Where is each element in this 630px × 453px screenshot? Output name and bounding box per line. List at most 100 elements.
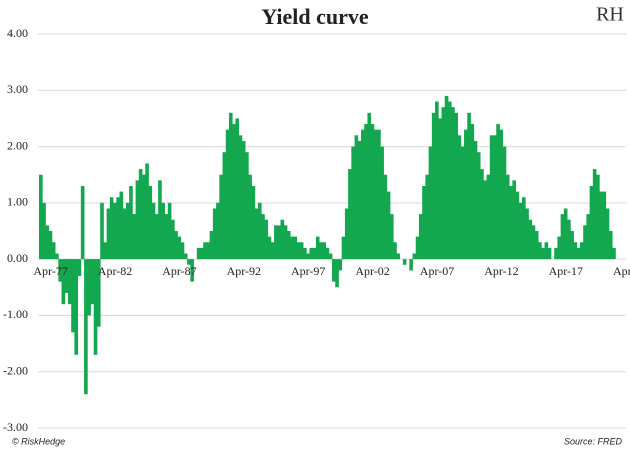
footer-left: © RiskHedge [12, 436, 65, 446]
bar [402, 259, 407, 265]
bar [576, 247, 581, 260]
bar [55, 253, 59, 260]
bar [64, 259, 69, 293]
bar [216, 202, 220, 260]
bar [599, 191, 603, 260]
bar [431, 112, 436, 260]
bar [84, 259, 88, 395]
bar [148, 185, 153, 260]
bar [608, 231, 613, 260]
bar [77, 259, 82, 277]
bar [177, 236, 182, 260]
bar [589, 185, 594, 260]
bar [161, 202, 165, 260]
y-tick-label: 0.00 [7, 251, 28, 265]
bar [293, 236, 297, 260]
bar [538, 242, 542, 260]
bar [129, 185, 133, 260]
bar [341, 236, 346, 260]
bar [87, 259, 91, 316]
bar [464, 129, 468, 260]
bar [206, 242, 211, 260]
bar [338, 259, 343, 271]
bar [422, 185, 426, 260]
bar [171, 219, 175, 260]
bar [322, 242, 326, 260]
bar [522, 197, 526, 260]
bar [579, 242, 584, 260]
bar [232, 124, 236, 260]
bar [373, 129, 378, 260]
bar [596, 174, 600, 260]
x-tick-label: Apr-02 [355, 264, 389, 278]
bar [51, 242, 56, 260]
y-tick-label: -2.00 [3, 363, 28, 377]
bar [277, 225, 281, 260]
bar [328, 253, 333, 260]
bar [248, 174, 252, 260]
bar [164, 214, 169, 260]
bar [187, 259, 191, 265]
bar [583, 225, 587, 260]
bar [142, 174, 146, 260]
bar [451, 107, 455, 260]
bar [39, 174, 43, 260]
bar [393, 242, 397, 260]
bar [528, 219, 533, 260]
bar [586, 214, 591, 260]
bar [348, 169, 352, 260]
bar [357, 140, 362, 260]
bar [235, 118, 240, 260]
bar [454, 112, 458, 260]
bar [515, 191, 520, 260]
x-tick-label: Apr-77 [33, 264, 67, 278]
bar [541, 247, 545, 260]
bar [386, 191, 391, 260]
bar [183, 253, 188, 260]
bar [80, 185, 85, 260]
bar [444, 95, 449, 260]
bar [389, 214, 394, 260]
bar [354, 135, 359, 260]
bar [473, 140, 478, 260]
bar [90, 259, 95, 305]
footer-right: Source: FRED [564, 436, 623, 446]
bar [125, 202, 130, 260]
logo: RH [596, 4, 624, 26]
bar [100, 202, 104, 260]
bar [151, 202, 156, 260]
bar [174, 231, 178, 260]
bar [261, 214, 265, 260]
bar [58, 259, 62, 282]
bar [602, 191, 607, 260]
bar [531, 225, 536, 260]
bar [467, 112, 471, 260]
bar [145, 163, 149, 260]
bar [396, 253, 401, 260]
bar [274, 225, 278, 260]
bar [567, 219, 571, 260]
x-tick-label: Apr-87 [162, 264, 196, 278]
bar [280, 219, 285, 260]
bar [483, 180, 487, 260]
bar [135, 180, 140, 260]
bar [570, 231, 574, 260]
bar [547, 247, 552, 260]
bar [180, 242, 185, 260]
bar [167, 202, 172, 260]
bar [158, 180, 162, 260]
bar [315, 236, 320, 260]
bar [612, 247, 616, 260]
bar [605, 208, 610, 260]
bar [351, 146, 355, 260]
bar [319, 242, 323, 260]
bar [212, 208, 217, 260]
bar [554, 247, 558, 260]
bar [299, 242, 304, 260]
bar [486, 174, 491, 260]
bar [573, 242, 578, 260]
bar [364, 124, 368, 260]
bar [222, 152, 227, 260]
bar [96, 259, 101, 327]
bar [238, 135, 243, 260]
